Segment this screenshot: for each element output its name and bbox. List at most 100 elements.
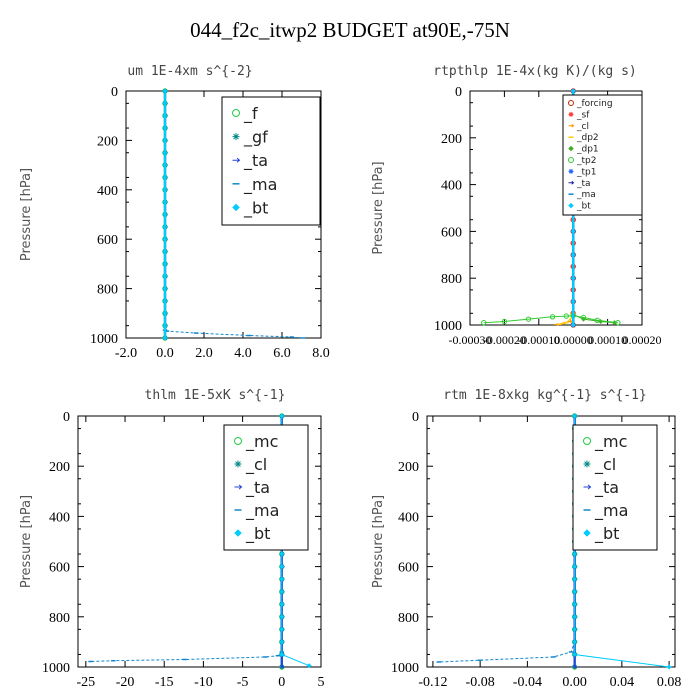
y-tick-label: 800 — [97, 283, 118, 298]
data-point-shape — [162, 286, 168, 292]
legend-marker-shape — [234, 437, 242, 445]
y-tick-label: 600 — [441, 225, 462, 240]
x-tick-label: -0.00030 — [449, 333, 492, 347]
data-point-shape — [279, 626, 285, 632]
data-point-shape — [279, 576, 285, 582]
y-axis-label: Pressure [hPa] — [19, 168, 34, 261]
data-point — [162, 174, 168, 181]
data-point-shape — [279, 614, 285, 620]
data-point — [572, 626, 578, 632]
data-point — [162, 273, 168, 279]
x-tick-label: 0.08 — [657, 675, 682, 690]
data-point — [162, 125, 168, 131]
x-tick-label: 0.00020 — [623, 333, 662, 347]
data-point-shape — [162, 174, 168, 181]
legend-marker — [583, 437, 591, 445]
data-point — [525, 316, 532, 322]
y-axis-label: Pressure [hPa] — [371, 161, 386, 254]
legend-item: _ta — [583, 478, 619, 498]
data-point-shape — [162, 88, 168, 94]
data-point-shape — [162, 125, 168, 131]
legend-label: _bt — [243, 198, 268, 218]
data-point-shape — [162, 137, 168, 143]
legend-marker-shape — [234, 484, 243, 490]
y-tick-label: 0 — [63, 410, 70, 425]
data-point — [572, 564, 578, 570]
series-tp2 — [481, 312, 621, 326]
legend-marker-shape — [232, 203, 240, 212]
data-point-shape — [279, 601, 285, 607]
data-point-shape — [572, 614, 578, 620]
plot-frame — [426, 415, 676, 668]
data-point — [570, 322, 576, 328]
series-ma — [436, 415, 577, 663]
legend-marker — [232, 109, 240, 117]
legend-item: _f — [232, 104, 258, 124]
legend-label: _gf — [243, 128, 268, 148]
legend-marker — [568, 180, 575, 185]
x-tick-label: -10 — [194, 675, 213, 690]
legend-marker — [234, 460, 242, 468]
x-tick-label: 0.00 — [562, 675, 587, 690]
figure-title: 044_f2c_itwp2 BUDGET at90E,-75N — [190, 18, 510, 42]
legend: _mc _cl _ta _ma _bt — [572, 424, 658, 551]
data-point-shape — [162, 199, 168, 205]
data-point-shape — [572, 589, 578, 595]
data-point — [594, 317, 600, 324]
data-point — [162, 310, 168, 316]
legend-marker-shape — [583, 460, 591, 468]
chart-panel-4: rtm 1E-8xkg kg^{-1} s^{-1} Pressure [hPa]… — [371, 388, 681, 690]
y-tick-label: 400 — [398, 510, 419, 525]
legend: _f _gf _ta _ma _bt — [221, 96, 321, 226]
legend-item: _dp1 — [568, 145, 599, 155]
legend-marker — [568, 123, 575, 128]
data-point — [162, 88, 168, 94]
y-tick-label: 600 — [97, 233, 118, 248]
y-tick-label: 600 — [49, 561, 70, 576]
legend-label: _ta — [245, 478, 270, 498]
data-point — [570, 88, 576, 94]
data-point-shape — [567, 319, 573, 324]
legend-item: _ma — [234, 501, 279, 521]
legend-label: _tp1 — [576, 167, 596, 177]
legend-marker — [232, 157, 241, 163]
data-point-shape — [615, 319, 621, 326]
x-tick-label: -25 — [77, 675, 96, 690]
legend-label: _dp2 — [576, 133, 599, 143]
x-tick-label: 0 — [278, 675, 285, 690]
legend-marker — [583, 460, 591, 468]
data-point-shape — [525, 316, 532, 322]
legend-label: _bt — [245, 524, 270, 544]
data-point — [481, 319, 487, 326]
legend-item: _bt — [583, 524, 619, 544]
legend-marker-shape — [568, 180, 575, 185]
legend-label: _ta — [243, 151, 268, 171]
chart-panel-2: rtpthlp 1E-4x(kg K)/(kg s) Pressure [hPa]… — [371, 64, 662, 347]
data-point — [162, 335, 168, 341]
x-tick-label: 8.0 — [312, 346, 330, 361]
legend-item: _mc — [234, 432, 278, 452]
data-point — [162, 248, 168, 255]
x-tick-label: -5 — [237, 675, 249, 690]
y-tick-label: 800 — [441, 272, 462, 287]
legend-marker — [234, 437, 242, 445]
legend-item: _ta — [232, 151, 268, 171]
legend-marker-shape — [234, 460, 242, 468]
data-point-shape — [162, 236, 168, 242]
data-point — [567, 319, 573, 324]
data-point — [570, 275, 576, 281]
data-point-shape — [162, 310, 168, 316]
legend-box — [562, 94, 643, 216]
y-tick-label: 400 — [441, 179, 462, 194]
data-point-shape — [572, 413, 578, 419]
data-point-shape — [162, 150, 168, 156]
legend-label: _ma — [576, 190, 596, 200]
data-point-shape — [501, 318, 508, 325]
legend-label: _cl — [594, 455, 616, 475]
x-tick-label: 4.0 — [234, 346, 252, 361]
data-point-shape — [162, 273, 168, 279]
x-tick-label: -0.00010 — [517, 333, 560, 347]
data-point — [666, 664, 672, 670]
data-point-shape — [162, 211, 168, 218]
y-tick-label: 200 — [49, 460, 70, 475]
